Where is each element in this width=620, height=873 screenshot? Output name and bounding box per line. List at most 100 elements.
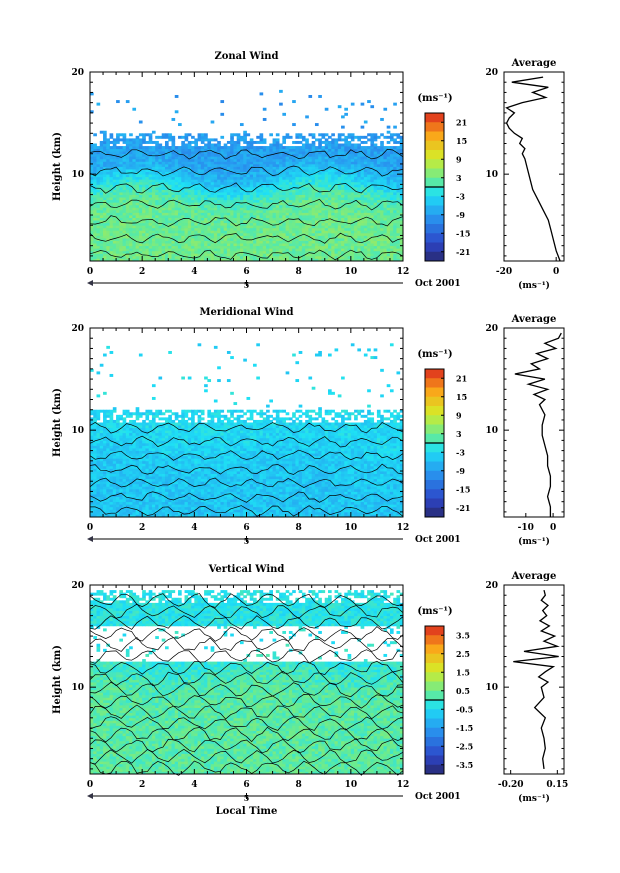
heatmap-cell — [243, 181, 247, 185]
heatmap-cell — [217, 207, 221, 211]
heatmap-cell — [386, 179, 391, 183]
heatmap-cell — [256, 217, 260, 221]
heatmap-cell — [354, 215, 358, 218]
heatmap-cell — [96, 232, 101, 236]
heatmap-cell — [178, 209, 182, 213]
heatmap-cell — [253, 171, 257, 175]
heatmap-cell — [347, 245, 352, 249]
heatmap-cell — [305, 161, 309, 165]
heatmap-cell — [184, 245, 189, 249]
heatmap-cell — [288, 238, 293, 241]
heatmap-cell — [93, 504, 97, 508]
heatmap-cell — [376, 163, 381, 167]
heatmap-cell — [236, 197, 241, 201]
heatmap-cell — [367, 100, 371, 104]
heatmap-cell — [145, 215, 150, 218]
heatmap-cell — [142, 176, 146, 180]
heatmap-cell — [266, 243, 270, 247]
heatmap-cell — [262, 250, 267, 254]
heatmap-cell — [285, 215, 290, 218]
heatmap-cell — [181, 171, 185, 175]
heatmap-cell — [106, 258, 110, 262]
heatmap-cell — [194, 245, 198, 249]
heatmap-cell — [266, 161, 270, 165]
heatmap-cell — [311, 163, 316, 167]
heatmap-cell — [288, 181, 293, 185]
heatmap-cell — [168, 184, 172, 188]
heatmap-cell — [204, 143, 208, 147]
heatmap-cell — [191, 135, 195, 139]
heatmap-cell — [200, 146, 205, 150]
heatmap-cell — [168, 238, 172, 241]
heatmap-cell — [350, 143, 355, 147]
heatmap-cell — [106, 245, 110, 249]
heatmap-cell — [155, 243, 159, 247]
heatmap-cell — [344, 253, 348, 257]
heatmap-cell — [328, 235, 332, 239]
heatmap-cell — [314, 255, 319, 259]
heatmap-cell — [389, 238, 394, 241]
heatmap-cell — [194, 179, 198, 183]
heatmap-cell — [174, 230, 179, 234]
heatmap-cell — [99, 501, 104, 505]
heatmap-cell — [396, 207, 401, 211]
heatmap-cell — [90, 110, 94, 114]
heatmap-cell — [344, 197, 348, 201]
heatmap-cell — [256, 176, 260, 180]
heatmap-cell — [125, 248, 130, 252]
heatmap-cell — [266, 209, 270, 213]
heatmap-cell — [308, 227, 313, 231]
heatmap-cell — [119, 238, 123, 241]
heatmap-cell — [233, 166, 238, 170]
heatmap-cell — [301, 212, 306, 216]
heatmap-cell — [96, 458, 101, 462]
x-tick-label: 0 — [87, 267, 93, 277]
heatmap-cell — [148, 215, 153, 218]
heatmap-cell — [197, 204, 202, 208]
heatmap-cell — [106, 146, 110, 150]
heatmap-cell — [347, 133, 352, 137]
heatmap-cell — [347, 225, 352, 229]
heatmap-cell — [295, 225, 300, 229]
heatmap-cell — [161, 202, 166, 206]
heatmap-cell — [106, 176, 110, 180]
heatmap-cell — [106, 255, 110, 259]
heatmap-cell — [331, 245, 335, 249]
heatmap-cell — [161, 204, 166, 208]
heatmap-cell — [138, 161, 143, 165]
heatmap-cell — [262, 163, 267, 167]
heatmap-cell — [266, 156, 270, 160]
heatmap-cell — [399, 222, 404, 226]
heatmap-cell — [236, 176, 241, 180]
heatmap-cell — [142, 138, 146, 142]
heatmap-cell — [129, 204, 133, 208]
heatmap-cell — [321, 222, 326, 226]
heatmap-cell — [187, 202, 192, 206]
heatmap-cell — [341, 151, 345, 155]
heatmap-cell — [256, 238, 260, 241]
heatmap-cell — [262, 186, 267, 190]
heatmap-cell — [168, 192, 172, 195]
heatmap-cell — [181, 146, 185, 150]
heatmap-cell — [132, 235, 137, 239]
heatmap-cell — [103, 235, 107, 239]
heatmap-cell — [354, 156, 358, 160]
heatmap-cell — [210, 227, 215, 231]
heatmap-cell — [389, 138, 394, 142]
heatmap-cell — [275, 138, 280, 142]
heatmap-cell — [142, 169, 146, 172]
heatmap-cell — [184, 240, 189, 244]
heatmap-cell — [90, 207, 94, 211]
heatmap-cell — [318, 166, 322, 170]
heatmap-cell — [161, 217, 166, 221]
heatmap-cell — [259, 135, 264, 139]
heatmap-cell — [223, 230, 228, 234]
heatmap-cell — [187, 230, 192, 234]
heatmap-cell — [217, 245, 221, 249]
heatmap-cell — [207, 153, 212, 157]
heatmap-cell — [253, 232, 257, 236]
heatmap-cell — [367, 212, 371, 216]
heatmap-cell — [298, 217, 303, 221]
heatmap-cell — [213, 148, 218, 152]
heatmap-cell — [90, 368, 94, 372]
